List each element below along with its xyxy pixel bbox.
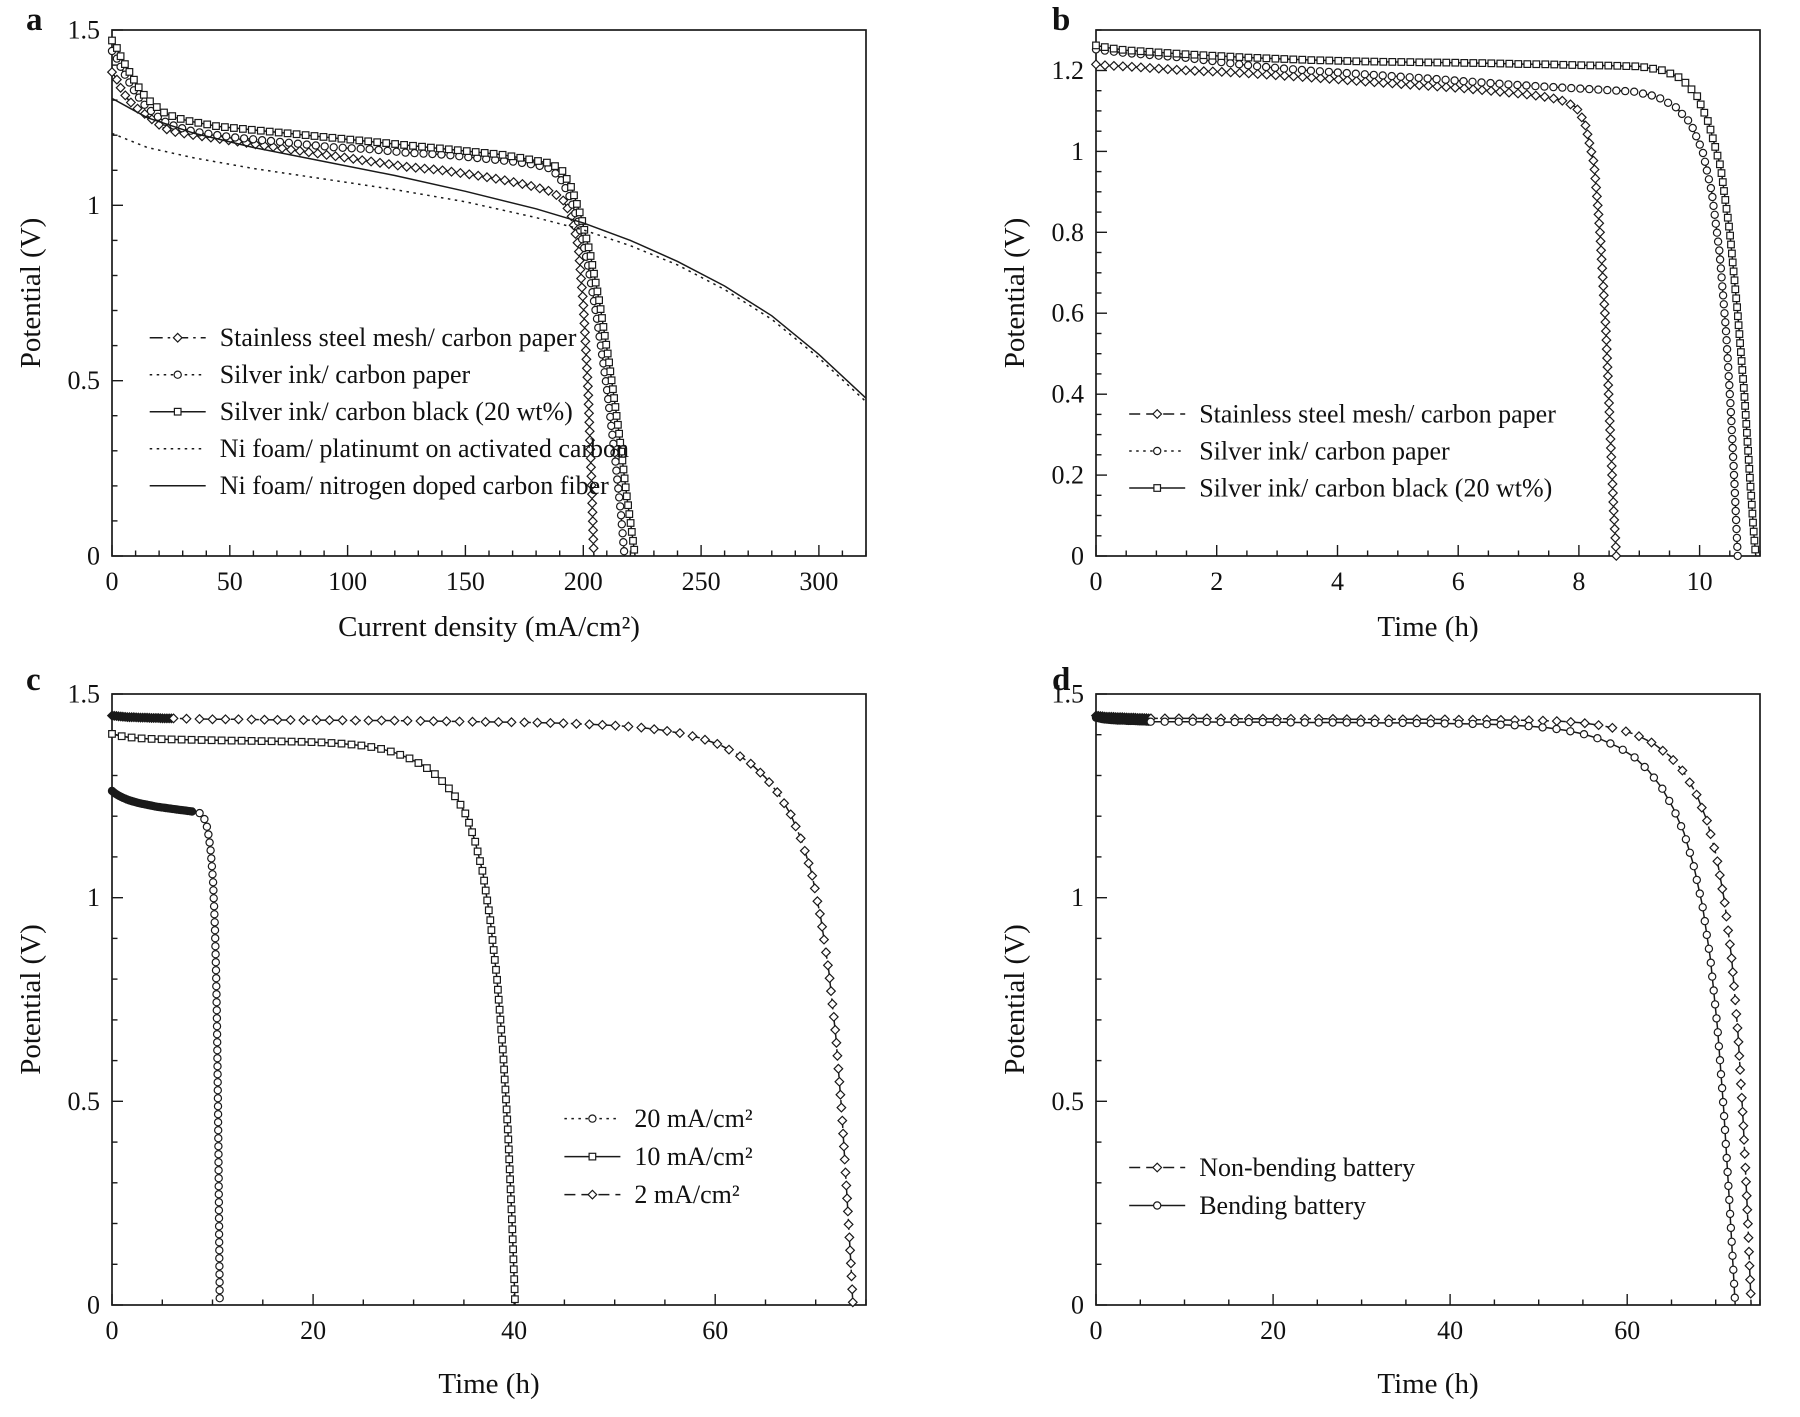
svg-text:Stainless steel mesh/ carbon p: Stainless steel mesh/ carbon paper <box>1199 400 1556 429</box>
svg-text:10 mA/cm²: 10 mA/cm² <box>634 1142 752 1171</box>
panel-label-a: a <box>26 2 43 38</box>
svg-text:2: 2 <box>1210 567 1223 596</box>
panel-label-c: c <box>26 662 41 698</box>
svg-text:Silver ink/ carbon paper: Silver ink/ carbon paper <box>220 360 471 389</box>
svg-text:Ni foam/ platinumt on activate: Ni foam/ platinumt on activated carbon <box>220 434 629 463</box>
svg-text:0.4: 0.4 <box>1052 380 1085 409</box>
svg-text:300: 300 <box>799 567 838 596</box>
panel-label-d: d <box>1052 662 1071 698</box>
panel-d: d 0 20 40 60 0 0.5 1 1.5 Time (h) Potential (V) No… <box>900 660 1800 1417</box>
svg-text:0: 0 <box>1090 567 1103 596</box>
svg-text:Time (h): Time (h) <box>1377 611 1478 643</box>
svg-text:60: 60 <box>1614 1316 1640 1345</box>
svg-text:1.2: 1.2 <box>1052 56 1085 85</box>
svg-text:1.5: 1.5 <box>68 16 101 45</box>
svg-text:20: 20 <box>1260 1316 1286 1345</box>
svg-text:0.5: 0.5 <box>1052 1087 1085 1116</box>
svg-text:1.5: 1.5 <box>1052 680 1085 709</box>
svg-text:Time (h): Time (h) <box>438 1368 539 1400</box>
svg-text:200: 200 <box>564 567 603 596</box>
svg-text:Ni foam/ nitrogen doped carbon: Ni foam/ nitrogen doped carbon fiber <box>220 471 609 500</box>
svg-text:100: 100 <box>328 567 367 596</box>
svg-text:Potential (V): Potential (V) <box>999 924 1031 1075</box>
svg-text:20: 20 <box>300 1316 326 1345</box>
svg-text:1: 1 <box>1071 883 1084 912</box>
svg-text:Potential (V): Potential (V) <box>999 218 1031 369</box>
svg-text:10: 10 <box>1687 567 1713 596</box>
svg-text:40: 40 <box>1437 1316 1463 1345</box>
svg-text:8: 8 <box>1572 567 1585 596</box>
svg-text:0: 0 <box>106 567 119 596</box>
svg-text:20 mA/cm²: 20 mA/cm² <box>634 1104 752 1133</box>
svg-text:0: 0 <box>87 1291 100 1320</box>
svg-text:Silver ink/ carbon paper: Silver ink/ carbon paper <box>1199 437 1450 466</box>
chart-b-discharge-time: 0 2 4 6 8 10 0 0.2 0.4 0.6 0.8 1 1.2 Time (h) Potentia… <box>999 29 1761 643</box>
svg-text:6: 6 <box>1452 567 1465 596</box>
svg-text:0.5: 0.5 <box>68 1087 101 1116</box>
svg-text:0.6: 0.6 <box>1052 299 1085 328</box>
panel-label-b: b <box>1052 2 1071 38</box>
svg-text:Bending battery: Bending battery <box>1199 1191 1366 1220</box>
svg-text:Silver ink/ carbon black (20 w: Silver ink/ carbon black (20 wt%) <box>1199 474 1552 503</box>
svg-text:40: 40 <box>501 1316 527 1345</box>
svg-text:Potential (V): Potential (V) <box>15 924 47 1075</box>
svg-text:0: 0 <box>106 1316 119 1345</box>
svg-text:Stainless steel mesh/ carbon p: Stainless steel mesh/ carbon paper <box>220 323 577 352</box>
svg-text:0: 0 <box>1071 1291 1084 1320</box>
svg-text:Potential (V): Potential (V) <box>15 218 47 369</box>
chart-d-bending-discharge: 0 20 40 60 0 0.5 1 1.5 Time (h) Potential (V) Non-… <box>999 680 1761 1400</box>
svg-text:0.8: 0.8 <box>1052 218 1085 247</box>
svg-text:0.5: 0.5 <box>68 366 101 395</box>
svg-text:1: 1 <box>87 883 100 912</box>
svg-text:250: 250 <box>682 567 721 596</box>
svg-text:0.2: 0.2 <box>1052 461 1085 490</box>
svg-text:150: 150 <box>446 567 485 596</box>
svg-text:2 mA/cm²: 2 mA/cm² <box>634 1180 739 1209</box>
panel-b: b 0 2 4 6 8 10 0 0.2 0.4 0.6 0.8 1 1.2 Time (h) Potent… <box>900 0 1800 660</box>
svg-text:50: 50 <box>217 567 243 596</box>
svg-text:0: 0 <box>1090 1316 1103 1345</box>
svg-text:Time (h): Time (h) <box>1377 1368 1478 1400</box>
svg-text:1: 1 <box>87 191 100 220</box>
svg-text:Non-bending battery: Non-bending battery <box>1199 1153 1415 1182</box>
svg-text:1.5: 1.5 <box>68 680 101 709</box>
panel-a: a 0 50 100 150 200 250 300 0 0.5 1 1.5 Current dens… <box>0 0 900 660</box>
panel-c: c 0 20 40 60 0 0.5 1 1.5 Time (h) Potential (V) 20… <box>0 660 900 1417</box>
svg-text:0: 0 <box>1071 542 1084 571</box>
svg-text:4: 4 <box>1331 567 1344 596</box>
svg-text:0: 0 <box>87 542 100 571</box>
svg-text:Current density (mA/cm²): Current density (mA/cm²) <box>338 611 640 643</box>
chart-c-current-density-discharge: 0 20 40 60 0 0.5 1 1.5 Time (h) Potential (V) 20 m… <box>15 680 867 1400</box>
svg-text:60: 60 <box>702 1316 728 1345</box>
svg-text:1: 1 <box>1071 137 1084 166</box>
svg-text:Silver ink/ carbon black (20 w: Silver ink/ carbon black (20 wt%) <box>220 397 573 426</box>
chart-a-polarization-curves: 0 50 100 150 200 250 300 0 0.5 1 1.5 Current densit… <box>15 16 867 643</box>
